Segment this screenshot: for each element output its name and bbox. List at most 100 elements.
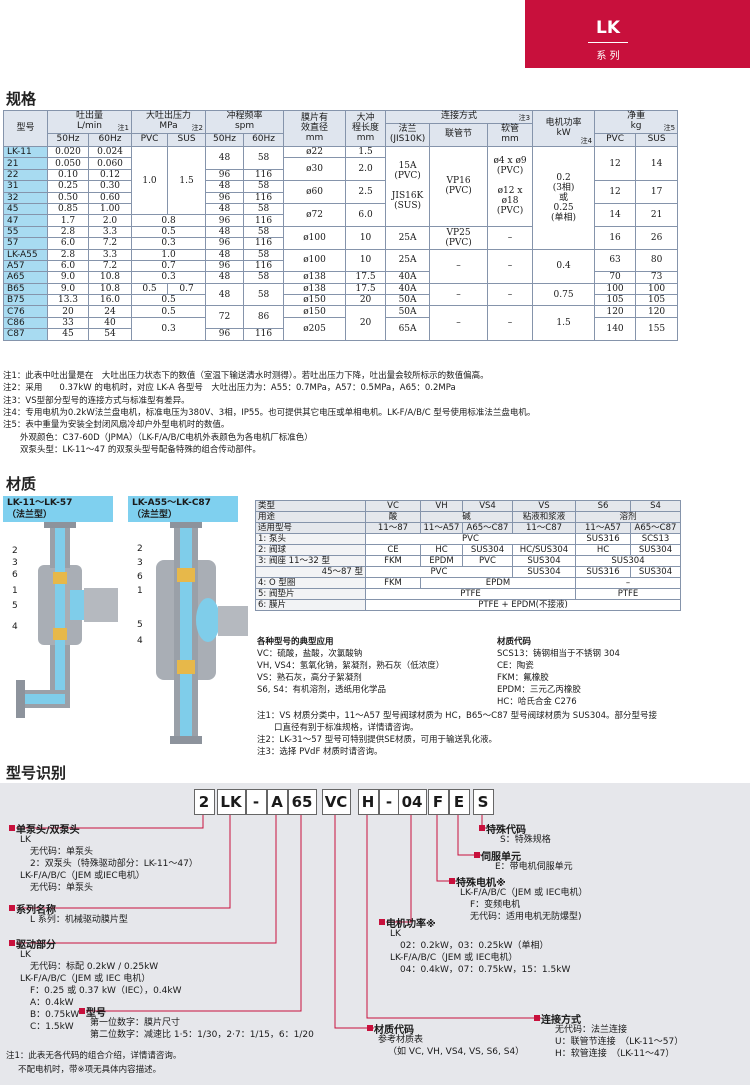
material-cell: 11～A57	[420, 522, 463, 534]
spec-cell: 0.3	[131, 271, 207, 284]
header-label: 大冲 程长度	[352, 112, 380, 133]
material-cell: CE	[365, 544, 421, 556]
material-cell: SUS304	[512, 555, 576, 567]
diagram-label: LK-11～LK-57 （法兰型）	[3, 496, 113, 522]
block-title: 各种型号的典型应用	[257, 637, 334, 647]
spec-cell: 2.5	[345, 180, 387, 204]
code-part: VC	[321, 789, 351, 815]
spec-cell: 16.0	[87, 294, 133, 307]
header-label: 膜片有 效直径	[301, 112, 329, 133]
model-cell: 22	[3, 168, 48, 182]
valve	[177, 568, 195, 582]
spec-cell: 10.8	[87, 282, 133, 296]
material-cell: VC	[365, 500, 421, 512]
connector	[16, 815, 204, 829]
header-row: 型号 吐出量 L/min 注1 大吐出压力 MPa 注2 冲程频率 spm 膜片有 效直径 mm 大冲…	[3, 110, 679, 147]
spec-cell: ø72	[283, 202, 347, 227]
material-table: 类型 VC VH VS4 VS S6 S4 用途酸碱粘液和浆液 溶剂 适用型号 11～87 11～A5…	[255, 500, 681, 611]
material-cell: HC	[420, 544, 463, 556]
callout: 3	[12, 558, 18, 568]
spec-cell: 65A	[385, 316, 431, 341]
sub-header: PVC	[594, 133, 637, 147]
application: VS：熟石灰，高分子絮凝剂	[257, 673, 362, 683]
spec-cell: 45	[47, 328, 89, 341]
header-label: 型号	[16, 122, 35, 133]
header-cell: 净重 kg 注5	[594, 110, 679, 134]
spec-note: 注1：此表中吐出量是在 大吐出压力状态下的数值（室温下输送清水时测得）。若吐出压…	[3, 371, 489, 381]
spec-cell: 120	[594, 305, 637, 318]
callout: 5	[12, 601, 18, 611]
spec-cell: 0.85	[47, 202, 89, 216]
application: VC：硫酸，盐酸，次氯酸钠	[257, 649, 363, 659]
model-cell: B65	[3, 282, 48, 296]
spec-note: 注2：采用 0.37kW 的电机时，对应 LK-A 各型号 大吐出压力为：A55…	[3, 383, 456, 394]
bullet	[9, 825, 15, 831]
header-cell: 连接方式 注3	[385, 110, 534, 124]
row-label: 4: O 型圈	[255, 577, 366, 589]
sub-header: SUS	[635, 133, 679, 147]
flange	[170, 520, 202, 528]
field-heading: 材质代码	[374, 1025, 414, 1036]
field-line: 无代码：单泵头	[30, 883, 94, 893]
material-cell: FKM	[365, 555, 421, 567]
spec-cell: 100	[635, 282, 679, 296]
spec-table: 型号 吐出量 L/min 注1 大吐出压力 MPa 注2 冲程频率 spm 膜片有 效直径 mm 大冲…	[3, 110, 679, 341]
header-unit: spm	[234, 121, 255, 131]
spec-cell: VP16 (PVC)	[429, 146, 489, 227]
material-note: 注1：VS 材质分类中，11～A57 型号阀球材质为 HC，B65～C87 型号…	[257, 711, 658, 721]
field-line: H：软管连接 （LK-11～47）	[555, 1049, 675, 1059]
header-label: 连接方式	[441, 111, 478, 121]
callout: 6	[137, 572, 143, 582]
spec-cell: 0.5	[131, 294, 207, 307]
material-code: HC：哈氏合金 C276	[497, 697, 577, 707]
callout: 5	[137, 620, 143, 630]
spec-cell: 72	[205, 305, 245, 330]
field-line: E：带电机伺服单元	[495, 862, 573, 872]
spec-cell: ø100	[283, 225, 347, 250]
spec-cell: ø60	[283, 180, 347, 204]
header-cell: 型号	[3, 110, 48, 147]
spec-cell: 0.75	[532, 282, 596, 307]
material-cell: 粘液和浆液	[512, 511, 576, 523]
spec-cell: 17.5	[345, 271, 387, 284]
code-part: E	[448, 789, 470, 815]
field-heading: 特殊电机※	[456, 878, 506, 889]
material-cell: PTFE	[575, 588, 681, 600]
spec-cell: 70	[594, 271, 637, 284]
field-line: 第二位数字：减速比 1·5：1/30，2·7：1/15，6：1/20	[90, 1030, 314, 1040]
header-cell: 电机功率 kW 注4	[532, 110, 596, 147]
spec-cell: ø138	[283, 271, 347, 284]
header-cell: 法兰 (JIS10K)	[385, 123, 431, 147]
spec-row: 55 2.8 3.3 0.5 48 58 ø100 10 25A VP25 (PVC) – 16 26	[3, 225, 679, 250]
material-row: 用途酸碱粘液和浆液 溶剂	[255, 511, 681, 523]
spec-note: 注5：表中重量为安装全封闭风扇冷却户外型电机时的数值。	[3, 420, 230, 431]
spec-row: A65 9.0 10.8 0.3 48 58 ø138 17.5 40A 70 73	[3, 271, 679, 284]
spec-cell: ø138	[283, 282, 347, 296]
material-row: 适用型号 11～87 11～A57 A65～C87 11～C87 11～A57 A65～C8…	[255, 522, 681, 534]
spec-cell: 0.3	[131, 237, 207, 250]
material-cell: A65～C87	[462, 522, 513, 534]
spec-cell: 16	[594, 225, 637, 250]
header-cell: 膜片有 效直径 mm	[283, 110, 347, 147]
field-heading: 系列名称	[16, 905, 56, 916]
spec-cell: 116	[243, 237, 285, 250]
section-title: 规格	[6, 90, 37, 108]
bullet	[474, 852, 480, 858]
spec-cell: 2.8	[47, 248, 89, 261]
row-label: 3: 阀座 11～32 型	[255, 555, 366, 567]
row-label: 45～87 型	[255, 566, 366, 578]
spec-cell: 20	[345, 305, 387, 341]
callout: 1	[12, 586, 18, 596]
header-cell: 联管节	[429, 123, 489, 147]
code-part: 65	[287, 789, 317, 815]
spec-cell: 73	[635, 271, 679, 284]
material-row: 6: 膜片 PTFE + EPDM(不接液)	[255, 599, 681, 611]
channel	[55, 565, 65, 645]
model-cell: 45	[3, 202, 48, 216]
material-note: 口直径有别于标准规格，详情请咨询。	[257, 723, 419, 733]
spec-cell: 20	[345, 294, 387, 307]
field-heading: 连接方式	[541, 1015, 581, 1026]
channel	[25, 694, 65, 704]
header-unit: MPa	[159, 121, 178, 131]
valve	[53, 628, 67, 640]
